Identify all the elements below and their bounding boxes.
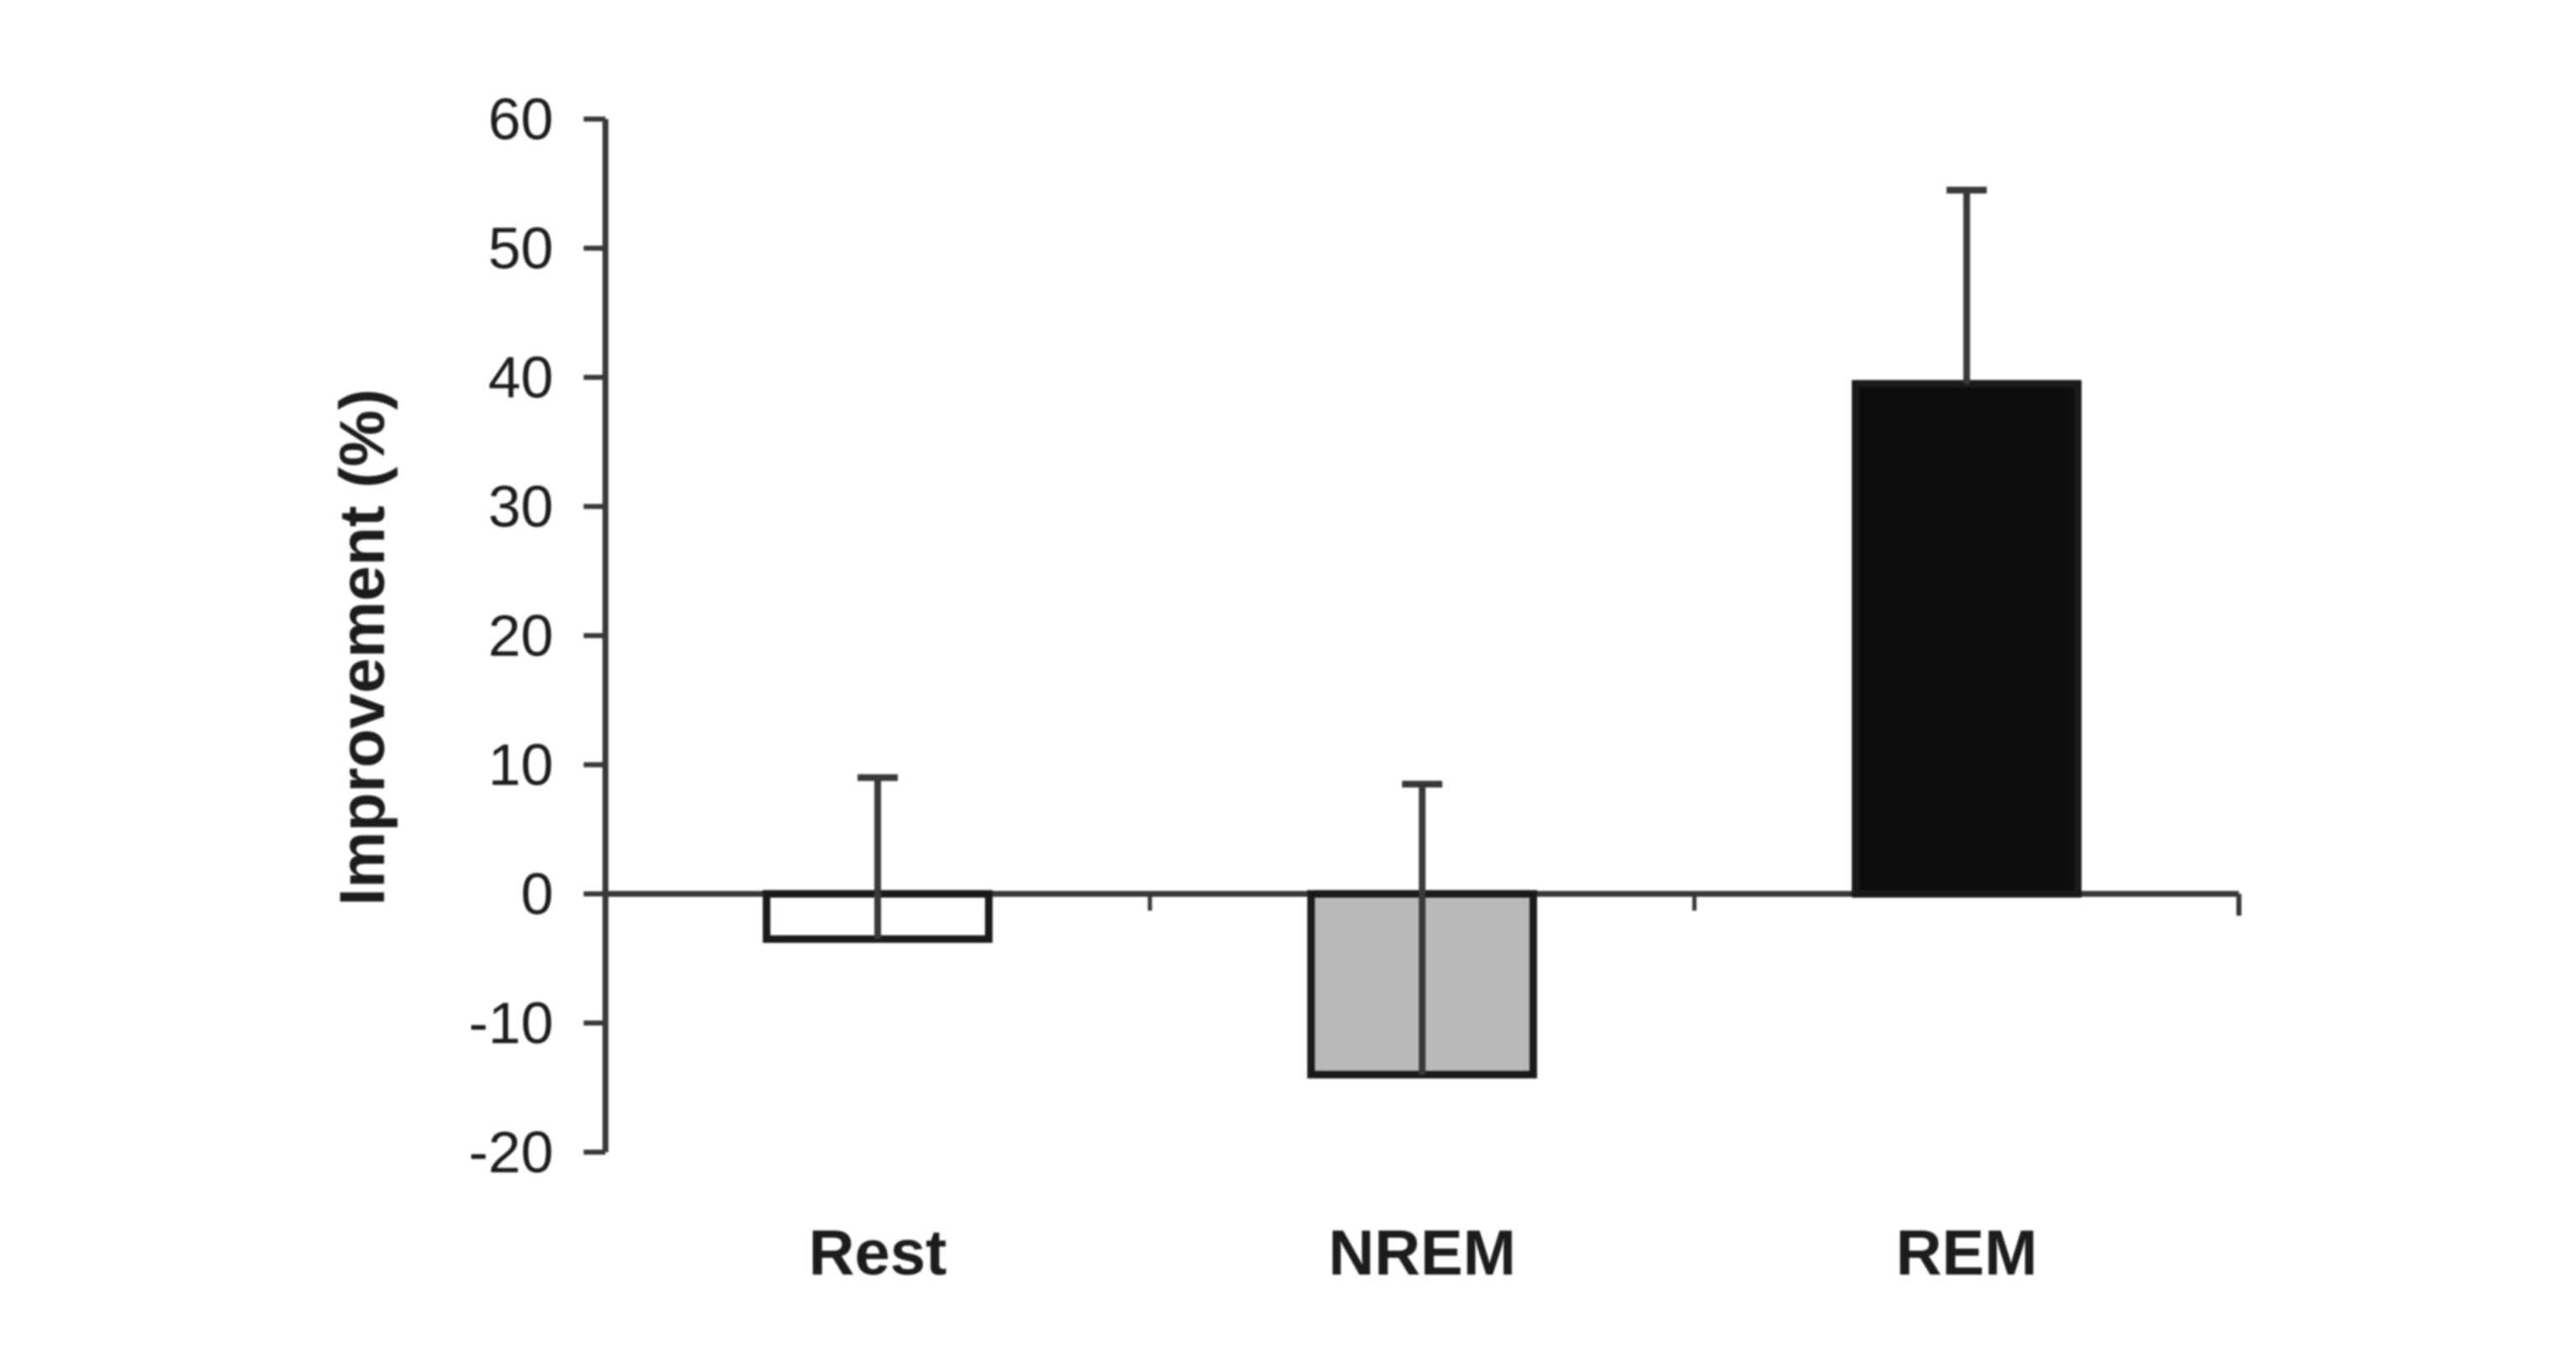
y-tick-label: 30 bbox=[488, 474, 553, 539]
y-tick-label: -20 bbox=[469, 1119, 553, 1185]
y-tick-label: 20 bbox=[488, 603, 553, 668]
y-axis-title: Improvement (%) bbox=[327, 389, 398, 906]
x-category-label-rem: REM bbox=[1896, 1218, 2038, 1289]
y-tick-label: 40 bbox=[488, 345, 553, 410]
y-tick-label: 0 bbox=[521, 861, 553, 927]
x-category-label-rest: Rest bbox=[808, 1218, 947, 1289]
y-tick-label: 60 bbox=[488, 86, 553, 152]
y-tick-label: 50 bbox=[488, 216, 553, 281]
x-category-label-nrem: NREM bbox=[1328, 1218, 1516, 1289]
bar-rem bbox=[1852, 380, 2082, 898]
y-tick-label: 10 bbox=[488, 732, 553, 797]
y-tick-label: -10 bbox=[469, 990, 553, 1056]
